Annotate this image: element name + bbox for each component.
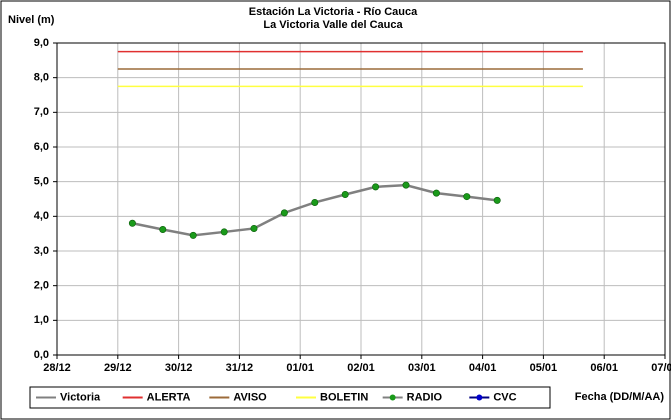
y-tick-label: 2,0: [34, 280, 49, 292]
x-tick-label: 04/01: [469, 362, 497, 374]
data-point: [189, 231, 197, 239]
y-tick-label: 4,0: [34, 210, 49, 222]
y-tick-label: 7,0: [34, 106, 49, 118]
legend-label: AVISO: [233, 391, 267, 403]
x-tick-label: 07/01: [651, 362, 671, 374]
legend-box: [29, 386, 551, 409]
data-point: [493, 196, 501, 204]
legend-marker: [389, 394, 396, 401]
data-point: [311, 198, 319, 206]
y-tick-label: 5,0: [34, 176, 49, 188]
legend-label: BOLETIN: [320, 391, 368, 403]
plot-frame: [56, 42, 666, 356]
chart-title: Estación La Victoria - Río Cauca: [249, 6, 418, 18]
x-tick-label: 31/12: [226, 362, 254, 374]
y-tick-label: 8,0: [34, 72, 49, 84]
y-tick-label: 0,0: [34, 349, 49, 361]
y-tick-label: 9,0: [34, 37, 49, 49]
legend-label: CVC: [493, 391, 516, 403]
data-point: [341, 190, 349, 198]
y-tick-label: 1,0: [34, 314, 49, 326]
x-tick-label: 28/12: [43, 362, 71, 374]
data-point: [159, 226, 167, 234]
data-point: [280, 209, 288, 217]
data-point: [463, 193, 471, 201]
data-point: [402, 181, 410, 189]
y-tick-label: 6,0: [34, 141, 49, 153]
data-point: [432, 189, 440, 197]
legend-label: Victoria: [60, 391, 101, 403]
chart-subtitle: La Victoria Valle del Cauca: [263, 19, 403, 31]
data-point: [220, 228, 228, 236]
y-axis-label: Nivel (m): [8, 14, 55, 26]
x-tick-label: 03/01: [408, 362, 436, 374]
x-tick-label: 02/01: [347, 362, 375, 374]
x-tick-label: 01/01: [286, 362, 314, 374]
data-point: [250, 224, 258, 232]
legend-label: ALERTA: [147, 391, 191, 403]
legend-marker: [476, 394, 483, 401]
x-tick-label: 30/12: [165, 362, 193, 374]
data-point: [128, 219, 136, 227]
x-tick-label: 06/01: [590, 362, 618, 374]
data-point: [372, 183, 380, 191]
x-axis-label: Fecha (DD/M/AA): [575, 391, 665, 403]
x-tick-label: 29/12: [104, 362, 132, 374]
x-tick-label: 05/01: [530, 362, 558, 374]
y-tick-label: 3,0: [34, 245, 49, 257]
legend-label: RADIO: [407, 391, 443, 403]
